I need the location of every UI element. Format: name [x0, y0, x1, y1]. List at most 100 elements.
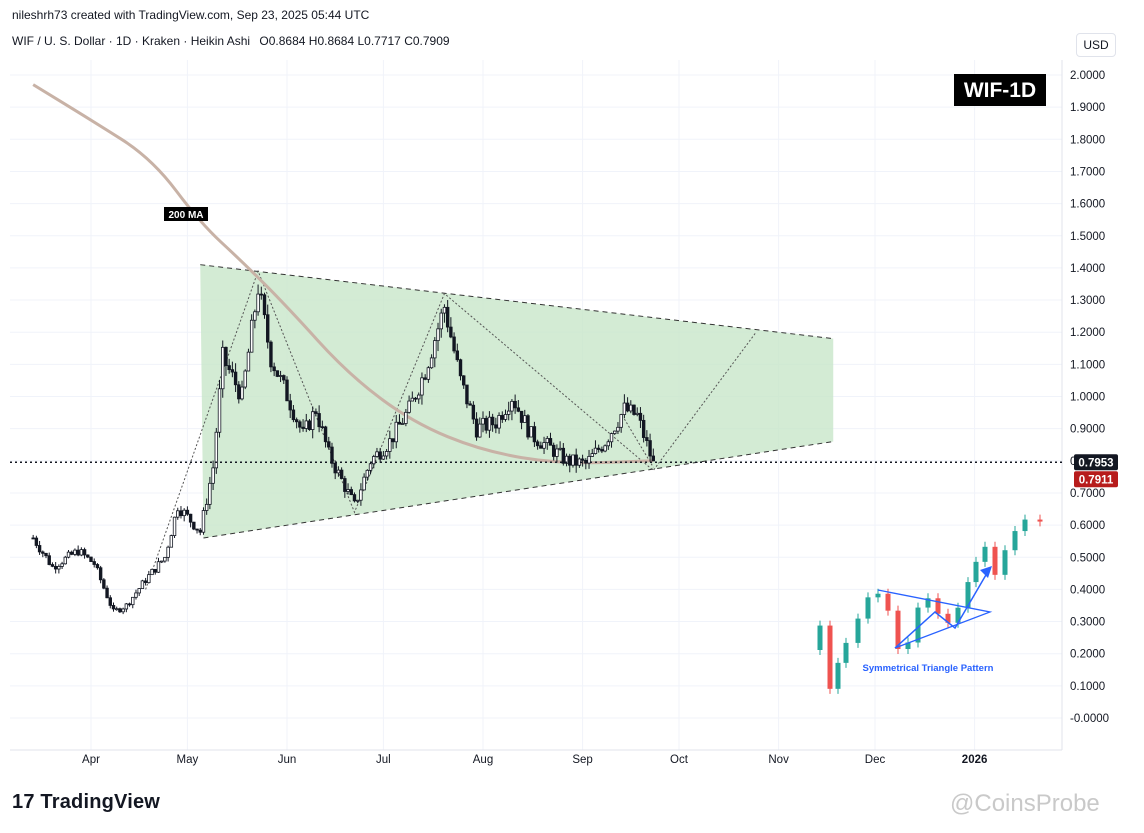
candle-body [179, 510, 183, 517]
candle-body [343, 478, 347, 492]
candle-body [600, 449, 604, 452]
y-tick-label: 0.7000 [1070, 488, 1105, 500]
candle-body [57, 566, 61, 570]
candle-body [593, 447, 598, 454]
candle-body [580, 458, 585, 461]
candle-body [137, 588, 141, 594]
inset-candle-body [982, 546, 988, 562]
candle-body [211, 467, 215, 484]
candle-body [217, 388, 222, 433]
candle-body [317, 413, 321, 428]
candle-body [555, 448, 559, 457]
x-tick-label: 2026 [962, 754, 988, 766]
candle-body [449, 326, 453, 338]
candle-body [272, 366, 276, 372]
inset-candle-body [885, 593, 891, 611]
candle-body [143, 580, 148, 584]
candle-body [105, 587, 109, 599]
candle-body [564, 455, 569, 464]
inset-pattern-illustration: Symmetrical Triangle Pattern [817, 514, 1043, 694]
candle-body [532, 426, 537, 443]
inset-candle-body [875, 593, 881, 598]
candle-body [603, 445, 607, 452]
candle-body [439, 312, 443, 330]
candle-body [79, 549, 84, 556]
candle-body [150, 568, 154, 576]
candle-body [468, 403, 472, 406]
candle-body [359, 489, 363, 501]
candle-body [115, 608, 119, 611]
candle-body [622, 402, 627, 415]
candle-body [384, 451, 389, 457]
candle-body [394, 421, 398, 443]
candle-body [641, 419, 646, 438]
candle-body [47, 555, 51, 565]
candle-body [153, 568, 157, 573]
candle-body [163, 556, 167, 562]
candle-body [70, 551, 74, 555]
candle-body [330, 446, 334, 464]
candle-body [86, 554, 90, 558]
candle-body [227, 365, 231, 371]
candle-body [474, 418, 479, 438]
candle-body [118, 608, 122, 613]
candle-body [256, 293, 260, 313]
tv-logo-icon: 17 [12, 791, 35, 813]
tradingview-logo[interactable]: 17 TradingView [12, 791, 160, 814]
candle-body [529, 426, 533, 438]
candle-body [616, 426, 620, 432]
candle-body [500, 415, 504, 420]
candle-body [301, 426, 305, 429]
candle-body [372, 456, 376, 465]
candle-body [34, 537, 39, 546]
candle-body [323, 426, 328, 443]
candle-body [561, 447, 566, 464]
candle-body [429, 357, 434, 369]
currency-button[interactable]: USD [1076, 33, 1116, 57]
candle-body [558, 447, 562, 450]
candle-body [124, 603, 129, 610]
close-price-label: 0.7911 [1079, 474, 1114, 486]
candle-body [494, 424, 498, 429]
inset-candle-body [855, 618, 861, 643]
candle-body [436, 328, 440, 342]
y-axis: 2.0000 1.9000 1.8000 1.7000 1.6000 1.5000 1.40… [1061, 60, 1109, 750]
candle-body [433, 340, 437, 359]
ma200-line [32, 83, 654, 465]
grid [10, 60, 1062, 750]
candle-body [285, 379, 289, 402]
candle-body [423, 377, 427, 380]
candle-body [240, 386, 244, 400]
candle-body [346, 489, 350, 492]
candle-body [95, 564, 100, 569]
x-tick-label: Jul [376, 754, 391, 766]
candle-body [596, 447, 601, 450]
inset-arrow-head [980, 566, 992, 578]
candle-body [253, 311, 257, 321]
candle-body [98, 567, 103, 581]
y-tick-label: 0.6000 [1070, 520, 1105, 532]
candle-body [516, 407, 521, 412]
candle-body [523, 415, 527, 423]
candle-body [587, 455, 591, 464]
inset-candle-body [905, 642, 911, 649]
y-tick-label: 1.9000 [1070, 102, 1105, 114]
candle-body [478, 423, 482, 438]
last-price-label: 0.7953 [1078, 457, 1113, 469]
candle-body [208, 482, 212, 505]
candle-body [233, 371, 238, 386]
candle-body [214, 431, 219, 469]
candle-body [44, 552, 48, 557]
candle-body [291, 409, 296, 421]
candle-body [378, 451, 382, 460]
inset-candle-body [835, 662, 841, 689]
inset-triangle [877, 589, 993, 649]
x-tick-label: Sep [572, 754, 592, 766]
x-tick-label: May [177, 754, 199, 766]
candle-body [375, 451, 379, 457]
inset-candle-body [895, 610, 901, 649]
candle-body [314, 411, 318, 414]
candle-body [648, 440, 652, 457]
candle-body [548, 438, 553, 446]
